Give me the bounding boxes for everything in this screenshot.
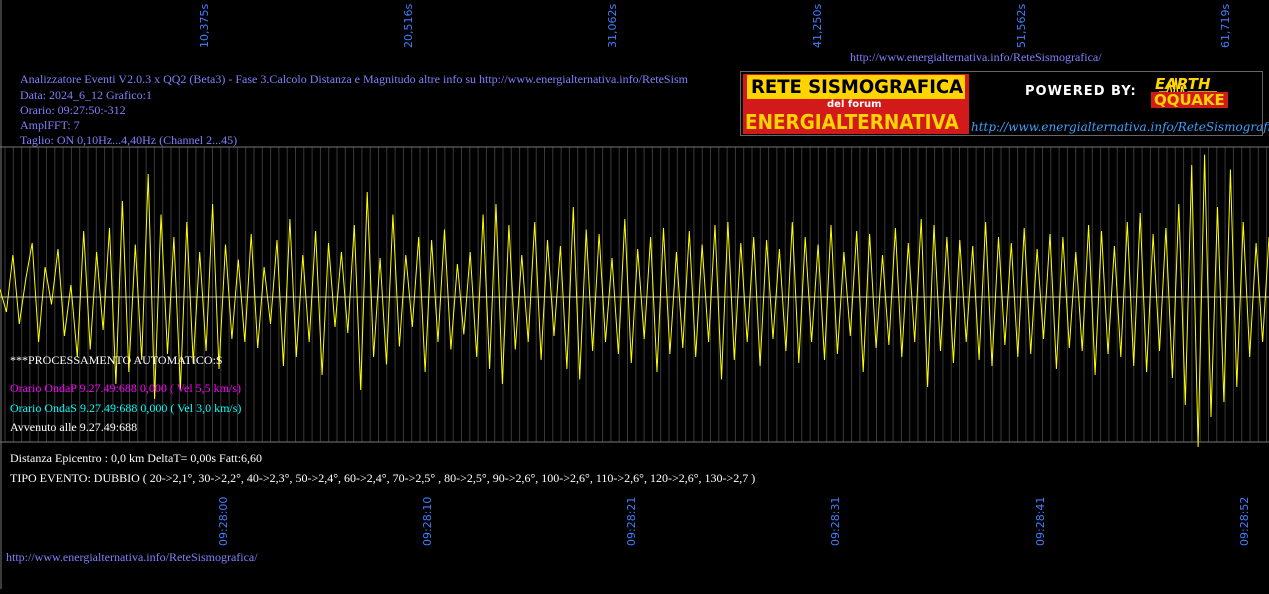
logo-subtitle: del forum bbox=[827, 99, 882, 110]
top-tick-label: 31,062s bbox=[606, 3, 619, 48]
onda-s-time: Orario OndaS 9.27.49:688 0,000 ( Vel 3,0… bbox=[10, 401, 242, 415]
top-tick-label: 41,250s bbox=[811, 3, 824, 48]
bottom-tick-label: 09:28:10 bbox=[421, 496, 434, 546]
footer-url[interactable]: http://www.energialternativa.info/ReteSi… bbox=[6, 550, 258, 564]
header-line-time: Orario: 09:27:50:-312 bbox=[20, 103, 126, 117]
bottom-tick-label: 09:28:31 bbox=[829, 496, 842, 546]
bottom-tick-label: 09:28:21 bbox=[625, 496, 638, 546]
bottom-tick-label: 09:28:52 bbox=[1238, 496, 1251, 546]
header-line-amplfft: AmplFFT: 7 bbox=[20, 118, 80, 132]
logo-url[interactable]: http://www.energialternativa.info/ReteSi… bbox=[971, 120, 1269, 134]
logo-brand-bottom: QQUAKE bbox=[1151, 92, 1228, 108]
logo-main-text: ENERGIALTERNATIVA bbox=[745, 110, 959, 134]
seismic-trace bbox=[0, 154, 1269, 448]
onda-p-time: Orario OndaP 9.27.49:688 0,000 ( Vel 5,5… bbox=[10, 381, 241, 395]
header-line-date: Data: 2024_6_12 Grafico:1 bbox=[20, 88, 152, 102]
rete-sismografica-logo: RETE SISMOGRAFICA del forum ENERGIALTERN… bbox=[740, 71, 1269, 136]
top-url[interactable]: http://www.energialternativa.info/ReteSi… bbox=[850, 50, 1102, 64]
processing-title: ***PROCESSAMENTO AUTOMATICO:S bbox=[10, 353, 223, 367]
top-tick-label: 10,375s bbox=[198, 3, 211, 48]
logo-title: RETE SISMOGRAFICA bbox=[751, 76, 964, 98]
top-tick-label: 61,719s bbox=[1219, 3, 1232, 48]
header-line-filter: Taglio: ON 0,10Hz...4,40Hz (Channel 2...… bbox=[20, 133, 238, 147]
logo-powered-by: POWERED BY: bbox=[1025, 84, 1137, 99]
distanza-epicentro: Distanza Epicentro : 0,0 km DeltaT= 0,00… bbox=[10, 451, 263, 465]
bottom-tick-label: 09:28:41 bbox=[1034, 496, 1047, 546]
top-tick-label: 51,562s bbox=[1015, 3, 1028, 48]
header-line-title: Analizzatore Eventi V2.0.3 x QQ2 (Beta3)… bbox=[20, 72, 688, 86]
vertical-grid bbox=[4, 147, 1268, 442]
bottom-tick-label: 09:28:00 bbox=[217, 496, 230, 546]
tipo-evento: TIPO EVENTO: DUBBIO ( 20->2,1°, 30->2,2°… bbox=[10, 471, 756, 485]
top-tick-label: 20,516s bbox=[402, 3, 415, 48]
logo-yellow-band bbox=[747, 75, 965, 99]
avvenuto-time: Avvenuto alle 9.27.49:688 bbox=[10, 420, 138, 434]
logo-brand-top: EARTH bbox=[1155, 75, 1211, 93]
